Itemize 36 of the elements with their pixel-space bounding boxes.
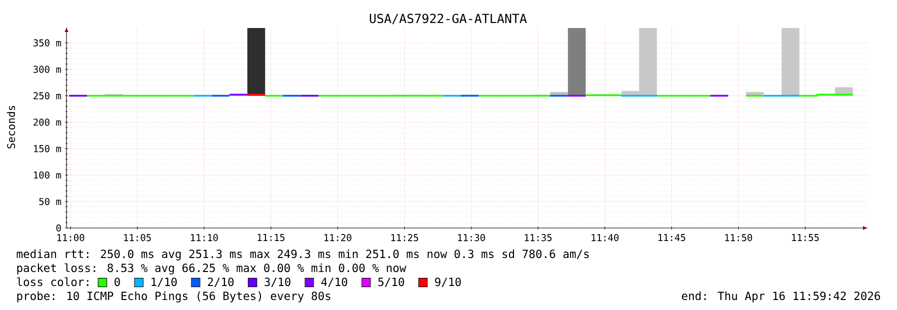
text: median rtt: 250.0 ms avg 251.3 ms max 249.3 ms min 251.0 ms now 0.3 ms sd 780.6 am/s (16, 249, 589, 260)
x-tick-label: 11:05 (124, 234, 151, 242)
text: end: Thu Apr 16 11:59:42 2026 (682, 291, 880, 302)
x-tick-label: 11:55 (792, 234, 819, 242)
y-tick-label: 150 m (34, 145, 62, 152)
x-tick-label: 11:50 (725, 234, 752, 242)
y-axis-title: Seconds (6, 106, 16, 148)
x-tick-label: 11:00 (57, 234, 84, 242)
chart-title: USA/AS7922-GA-ATLANTA (370, 14, 527, 24)
x-tick-label: 11:20 (324, 234, 352, 242)
y-tick-label: 350 m (34, 39, 62, 46)
legend-label: 3/10 (264, 278, 290, 288)
legend-label: 2/10 (208, 278, 234, 288)
legend-label: 1/10 (152, 278, 177, 288)
x-tick-label: 11:40 (592, 234, 619, 242)
y-tick-label: 100 m (34, 172, 62, 179)
y-tick-label: 200 m (34, 118, 62, 126)
bar (568, 28, 586, 96)
y-tick-label: 50 m (39, 198, 62, 206)
text: packet loss: 8.53 % avg 66.25 % max 0.00 % min 0.00 % now (17, 263, 406, 274)
x-tick-label: 11:45 (658, 234, 686, 242)
legend-label: 4/10 (321, 278, 348, 288)
legend-label: 9/10 (435, 278, 461, 288)
x-tick-label: 11:25 (391, 234, 418, 242)
bar (247, 28, 266, 96)
x-tick-label: 11:30 (458, 234, 485, 242)
x-tick-label: 11:10 (190, 234, 218, 242)
legend-label: 0 (114, 278, 120, 286)
x-tick-label: 11:15 (258, 234, 284, 242)
text: probe: 10 ICMP Echo Pings (56 Bytes) every 80s (17, 291, 330, 302)
y-tick-label: 0 (56, 224, 61, 232)
y-tick-label: 250 m (34, 92, 62, 100)
x-tick-label: 11:35 (524, 234, 552, 242)
y-tick-label: 300 m (34, 66, 62, 73)
legend-title: loss color: (17, 277, 88, 286)
legend-label: 5/10 (378, 278, 404, 288)
